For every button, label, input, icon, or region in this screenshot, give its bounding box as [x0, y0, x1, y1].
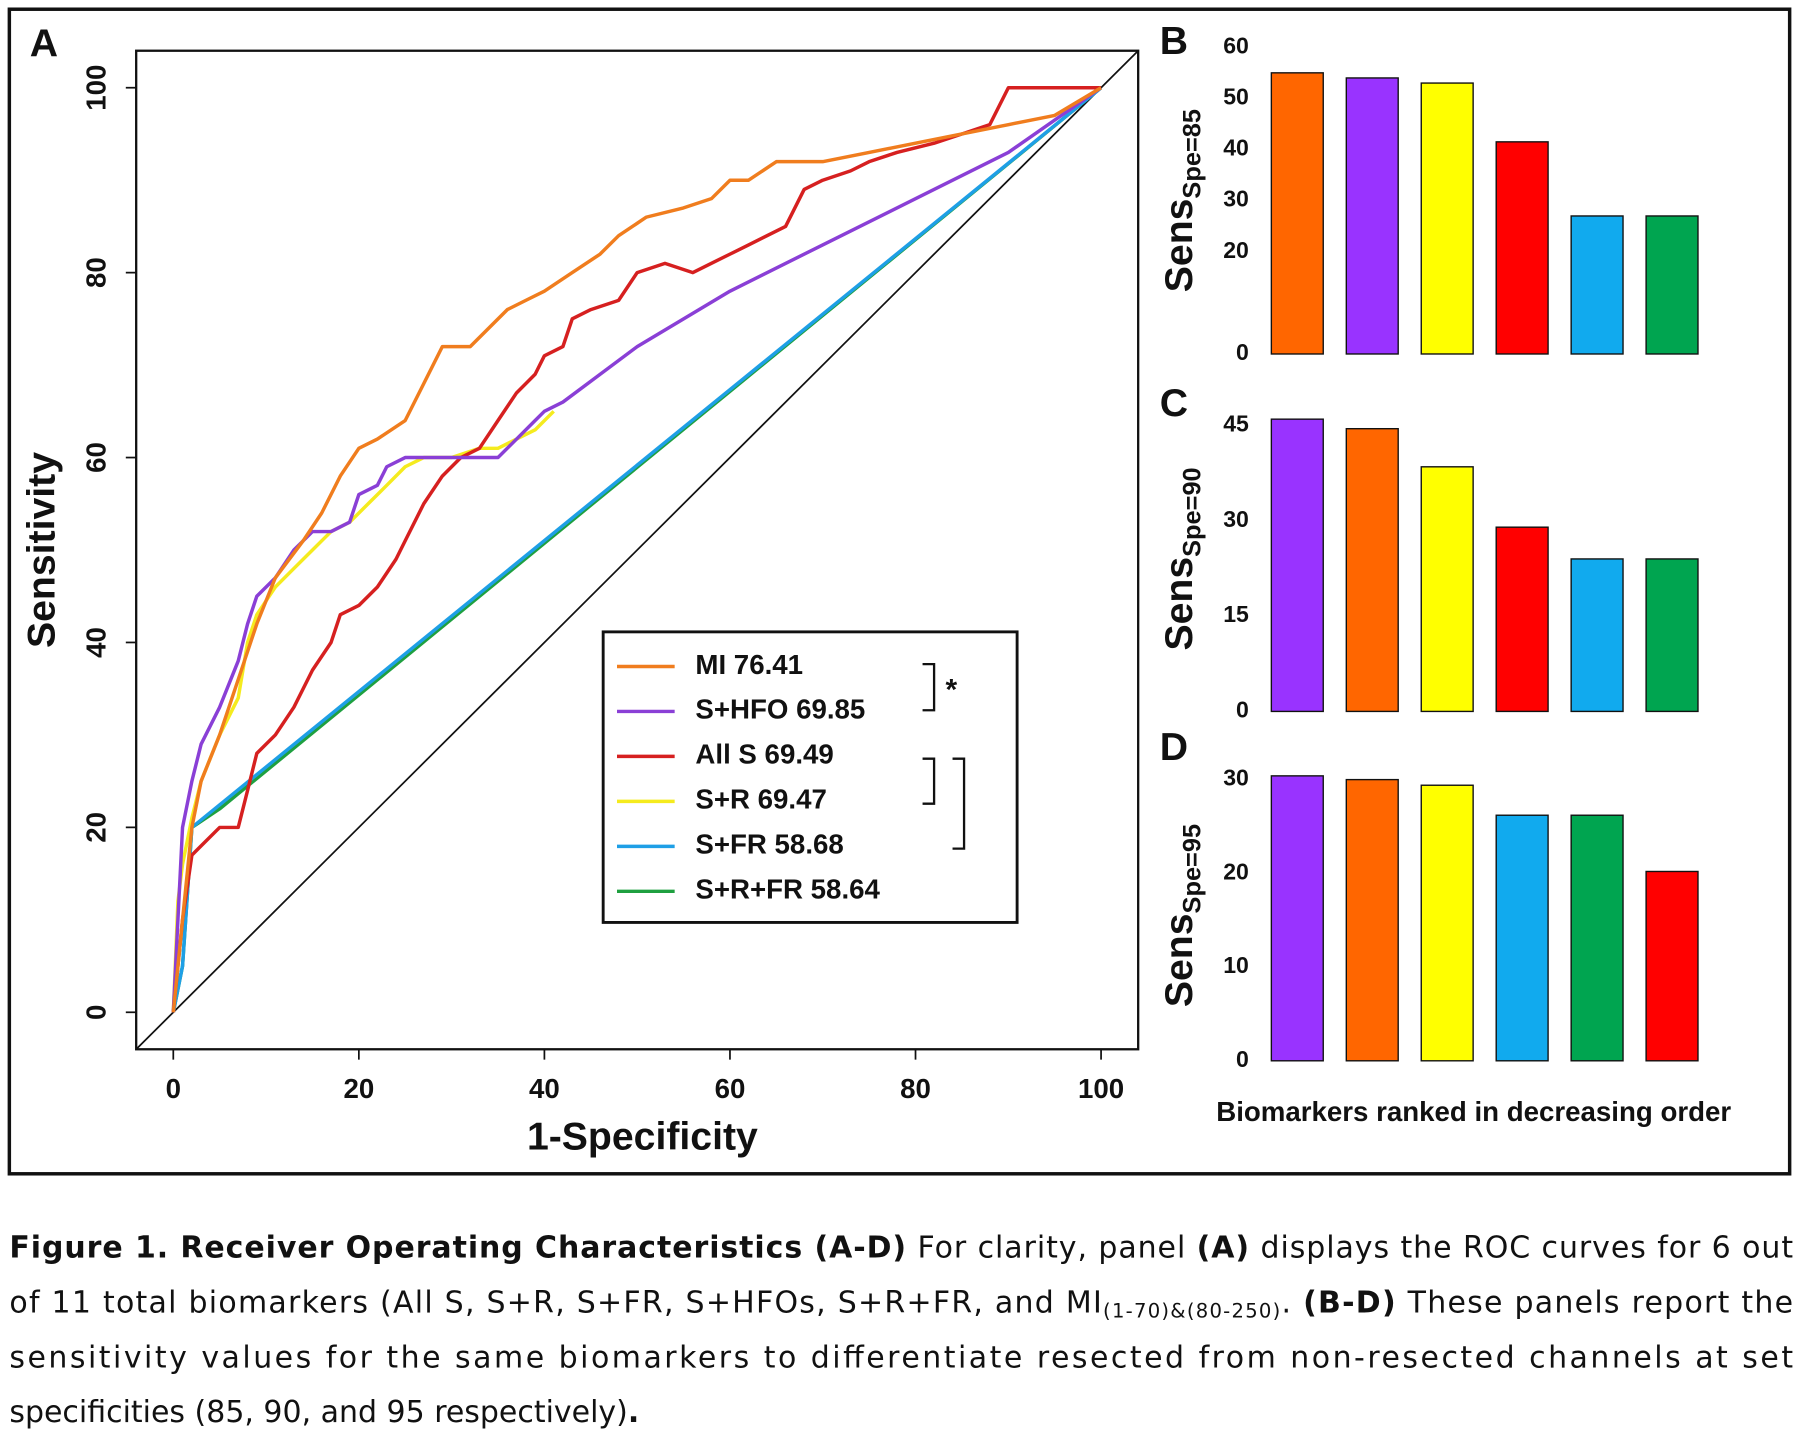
y-tick-label: 40 [80, 627, 111, 658]
significance-bracket [922, 757, 936, 805]
x-tick-label: 100 [1078, 1073, 1124, 1104]
roc-curve [171, 86, 1103, 1013]
significance-bracket [922, 663, 936, 712]
caption-text: (B-D) [1303, 1285, 1396, 1320]
legend-label: S+R 69.47 [695, 784, 826, 815]
y-tick-label: 45 [1223, 411, 1249, 437]
y-axis-label-main: Sens [1158, 913, 1201, 1007]
reference-diagonal [135, 50, 1139, 1050]
caption-line: of 11 total biomarkers (All S, S+R, S+FR… [9, 1285, 1793, 1322]
caption-line: specificities (85, 90, and 95 respective… [9, 1395, 639, 1430]
caption-line: Figure 1. Receiver Operating Characteris… [9, 1230, 1793, 1265]
y-axis-label-subscript: Spe=90 [1178, 467, 1206, 557]
y-axis-label: Sensitivity [20, 452, 63, 648]
y-axis-label-subscript: Spe=95 [1178, 824, 1206, 914]
plot-frame [135, 49, 1140, 1051]
y-tick-label: 60 [1223, 32, 1249, 58]
legend-frame [601, 630, 1019, 924]
caption-text: For clarity, panel [907, 1230, 1196, 1265]
caption-text: . [1282, 1285, 1302, 1320]
roc-curve [171, 410, 555, 1013]
panel-label: A [30, 22, 58, 65]
roc-curve [171, 86, 1102, 1013]
bar [1270, 72, 1324, 355]
significance-bracket [952, 757, 966, 850]
y-axis-label: SensSpe=95 [1158, 824, 1206, 1007]
bar [1645, 870, 1699, 1062]
y-axis-label-main: Sens [1158, 199, 1201, 293]
bar [1345, 427, 1399, 713]
bar [1495, 814, 1549, 1062]
caption-line: sensitivity values for the same biomarke… [9, 1340, 1793, 1375]
bar [1570, 814, 1624, 1062]
y-tick-label: 60 [80, 442, 111, 473]
caption-text: . [628, 1395, 639, 1430]
bar [1495, 141, 1549, 355]
bar [1570, 558, 1624, 713]
y-tick-label: 0 [1236, 697, 1249, 723]
legend-label: S+HFO 69.85 [695, 694, 865, 725]
bar [1345, 778, 1399, 1062]
caption-text: Figure 1. Receiver Operating Characteris… [9, 1230, 906, 1265]
bar [1570, 215, 1624, 355]
y-tick-label: 20 [80, 812, 111, 843]
annotation: * [946, 674, 958, 707]
bar [1420, 466, 1474, 713]
caption-text: sensitivity values for the same biomarke… [9, 1340, 1793, 1375]
y-tick-label: 30 [1223, 765, 1249, 791]
x-tick-label: 20 [343, 1073, 374, 1104]
x-axis-label: Biomarkers ranked in decreasing order [1216, 1096, 1731, 1127]
bar [1345, 77, 1399, 355]
y-tick-label: 100 [80, 65, 111, 111]
legend-label: MI 76.41 [695, 649, 803, 680]
bar [1270, 418, 1324, 713]
x-tick-label: 40 [529, 1073, 560, 1104]
y-tick-label: 0 [80, 1005, 111, 1020]
legend-label: S+FR 58.68 [695, 829, 843, 860]
caption-text: specificities (85, 90, and 95 respective… [9, 1395, 628, 1430]
panel-label: B [1160, 20, 1188, 63]
caption-text: These panels report the [1397, 1285, 1793, 1320]
y-axis-label-main: Sens [1158, 557, 1201, 651]
caption-text: (A) [1197, 1230, 1249, 1265]
y-tick-label: 30 [1223, 186, 1249, 212]
y-tick-label: 15 [1223, 601, 1249, 627]
bar [1420, 784, 1474, 1062]
y-tick-label: 30 [1223, 506, 1249, 532]
y-axis-label-subscript: Spe=85 [1178, 109, 1206, 199]
legend-label: S+R+FR 58.64 [695, 874, 880, 905]
bar [1270, 775, 1324, 1062]
caption-text: of 11 total biomarkers (All S, S+R, S+FR… [9, 1285, 1101, 1320]
y-tick-label: 80 [80, 257, 111, 288]
y-axis-label: SensSpe=85 [1158, 109, 1206, 292]
figure-frame [7, 7, 1792, 1176]
caption-text: displays the ROC curves for 6 out [1250, 1230, 1793, 1265]
caption-text: (1-70)&(80-250) [1103, 1299, 1280, 1322]
bar [1495, 526, 1549, 713]
bar [1420, 82, 1474, 355]
x-tick-label: 60 [715, 1073, 746, 1104]
x-tick-label: 0 [166, 1073, 181, 1104]
roc-curve [171, 86, 1102, 1013]
y-tick-label: 20 [1223, 237, 1249, 263]
x-tick-label: 80 [900, 1073, 931, 1104]
bar [1645, 558, 1699, 713]
y-tick-label: 40 [1223, 135, 1249, 161]
y-tick-label: 0 [1236, 339, 1249, 365]
y-tick-label: 0 [1236, 1046, 1249, 1072]
y-axis-label: SensSpe=90 [1158, 467, 1206, 650]
y-tick-label: 20 [1223, 858, 1249, 884]
panel-label: D [1160, 726, 1188, 769]
y-tick-label: 50 [1223, 83, 1249, 109]
panel-label: C [1160, 382, 1188, 425]
legend-label: All S 69.49 [695, 739, 833, 770]
x-axis-label: 1-Specificity [527, 1116, 758, 1159]
y-tick-label: 10 [1223, 952, 1249, 978]
bar [1645, 215, 1699, 355]
